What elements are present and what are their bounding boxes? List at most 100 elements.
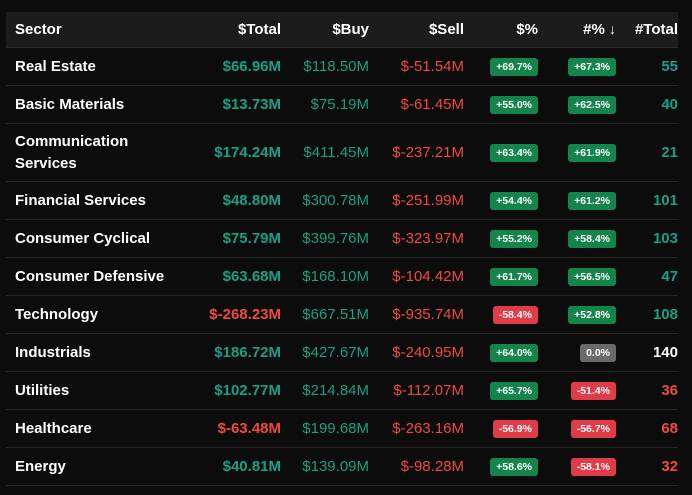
sell-value: $-61.45M — [400, 96, 464, 113]
buy-value: $199.68M — [302, 420, 369, 437]
buy-value: $75.19M — [310, 96, 369, 113]
total-value: $-268.23M — [209, 306, 281, 323]
count-pct-cell: -51.4% — [538, 381, 616, 400]
count-pct-cell: +61.2% — [538, 191, 616, 210]
column-header-count-total[interactable]: #Total — [634, 21, 678, 38]
count-pct-cell: +67.3% — [538, 57, 616, 76]
pct-badge: -58.4% — [492, 306, 538, 324]
count-pct-cell: -58.1% — [538, 457, 616, 476]
buy-value: $411.45M — [303, 144, 369, 161]
sell-value: $-104.42M — [392, 268, 464, 285]
count-total-value: 103 — [652, 230, 678, 247]
total-value: $13.73M — [222, 96, 281, 113]
sector-name: Real Estate — [15, 57, 96, 75]
column-header-total[interactable]: $Total — [237, 21, 281, 38]
sell-value: $-112.07M — [393, 382, 464, 399]
sector-name: Utilities — [15, 381, 70, 399]
table-row[interactable]: Consumer Cyclical $75.79M $399.76M $-323.97… — [6, 220, 678, 258]
total-value: $48.80M — [222, 192, 281, 209]
table-row[interactable]: Real Estate $66.96M $118.50M $-51.54M +69.7%… — [6, 48, 678, 86]
count-total-value: 108 — [652, 306, 678, 323]
table-body: Real Estate $66.96M $118.50M $-51.54M +69.7%… — [6, 48, 678, 486]
buy-value: $139.09M — [302, 458, 369, 475]
pct-cell: +65.7% — [464, 381, 538, 400]
sector-name: Communication Services — [15, 132, 129, 172]
total-value: $102.77M — [214, 382, 281, 399]
pct-cell: +54.4% — [464, 191, 538, 210]
count-total-value: 68 — [661, 420, 678, 437]
pct-badge: +64.0% — [490, 344, 538, 362]
sell-value: $-240.95M — [392, 344, 464, 361]
count-pct-cell: +56.5% — [538, 267, 616, 286]
count-total-value: 40 — [661, 96, 678, 113]
sell-value: $-323.97M — [392, 230, 464, 247]
count-total-value: 101 — [652, 192, 678, 209]
pct-badge: +54.4% — [490, 192, 538, 210]
pct-cell: +58.6% — [464, 457, 538, 476]
column-header-pct[interactable]: $% — [516, 21, 538, 38]
sector-name: Basic Materials — [15, 95, 125, 113]
pct-cell: +64.0% — [464, 343, 538, 362]
count-pct-cell: 0.0% — [538, 343, 616, 362]
pct-cell: +61.7% — [464, 267, 538, 286]
total-value: $66.96M — [222, 58, 281, 75]
pct-cell: +63.4% — [464, 143, 538, 162]
total-value: $174.24M — [214, 144, 281, 161]
column-header-buy[interactable]: $Buy — [332, 21, 369, 38]
pct-cell: +55.0% — [464, 95, 538, 114]
table-row[interactable]: Utilities $102.77M $214.84M $-112.07M +65.7%… — [6, 372, 678, 410]
pct-badge: +58.6% — [490, 458, 538, 476]
table-row[interactable]: Basic Materials $13.73M $75.19M $-61.45M +55… — [6, 86, 678, 124]
count-pct-cell: -56.7% — [538, 419, 616, 438]
sell-value: $-935.74M — [392, 306, 464, 323]
pct-badge: +63.4% — [490, 144, 538, 162]
table-row[interactable]: Healthcare $-63.48M $199.68M $-263.16M -56.9… — [6, 410, 678, 448]
count-pct-badge: -51.4% — [570, 382, 616, 400]
count-pct-badge: +56.5% — [568, 268, 616, 286]
total-value: $63.68M — [222, 268, 281, 285]
column-header-sell[interactable]: $Sell — [428, 21, 464, 38]
count-pct-badge: -56.7% — [570, 420, 616, 438]
sell-value: $-237.21M — [392, 144, 464, 161]
buy-value: $427.67M — [302, 344, 369, 361]
table-row[interactable]: Technology $-268.23M $667.51M $-935.74M -58.… — [6, 296, 678, 334]
count-total-value: 36 — [661, 382, 678, 399]
count-pct-badge: +67.3% — [568, 58, 616, 76]
buy-value: $300.78M — [302, 192, 369, 209]
pct-badge: +61.7% — [490, 268, 538, 286]
total-value: $186.72M — [214, 344, 281, 361]
sector-name: Financial Services — [15, 191, 146, 209]
buy-value: $399.76M — [302, 230, 369, 247]
sector-name: Technology — [15, 305, 99, 323]
buy-value: $168.10M — [302, 268, 369, 285]
count-total-value: 32 — [661, 458, 678, 475]
buy-value: $667.51M — [302, 306, 369, 323]
sell-value: $-263.16M — [392, 420, 464, 437]
table-row[interactable]: Industrials $186.72M $427.67M $-240.95M +64.… — [6, 334, 678, 372]
count-pct-cell: +62.5% — [538, 95, 616, 114]
buy-value: $118.50M — [303, 58, 369, 75]
column-header-sector[interactable]: Sector — [15, 20, 62, 38]
sell-value: $-98.28M — [400, 458, 464, 475]
sector-name: Healthcare — [15, 419, 92, 437]
total-value: $-63.48M — [217, 420, 281, 437]
pct-badge: -56.9% — [492, 420, 538, 438]
count-pct-badge: +61.9% — [568, 144, 616, 162]
sector-name: Industrials — [15, 343, 91, 361]
total-value: $75.79M — [222, 230, 281, 247]
sector-flow-table: Sector $Total $Buy $Sell $% #% ↓ #Total … — [6, 12, 678, 486]
table-row[interactable]: Financial Services $48.80M $300.78M $-251.9… — [6, 182, 678, 220]
pct-cell: -56.9% — [464, 419, 538, 438]
count-total-value: 21 — [661, 144, 678, 161]
column-header-count-pct-label: #% — [583, 21, 605, 38]
table-row[interactable]: Communication Services $174.24M $411.45M $-… — [6, 124, 678, 182]
count-pct-badge: 0.0% — [580, 344, 616, 362]
sort-arrow-down-icon: ↓ — [609, 21, 616, 37]
sector-name: Energy — [15, 457, 66, 475]
table-row[interactable]: Consumer Defensive $63.68M $168.10M $-104.4… — [6, 258, 678, 296]
buy-value: $214.84M — [302, 382, 369, 399]
count-pct-badge: -58.1% — [570, 458, 616, 476]
column-header-count-pct[interactable]: #% ↓ — [538, 21, 616, 38]
pct-badge: +69.7% — [490, 58, 538, 76]
table-row[interactable]: Energy $40.81M $139.09M $-98.28M +58.6% -58.1… — [6, 448, 678, 486]
